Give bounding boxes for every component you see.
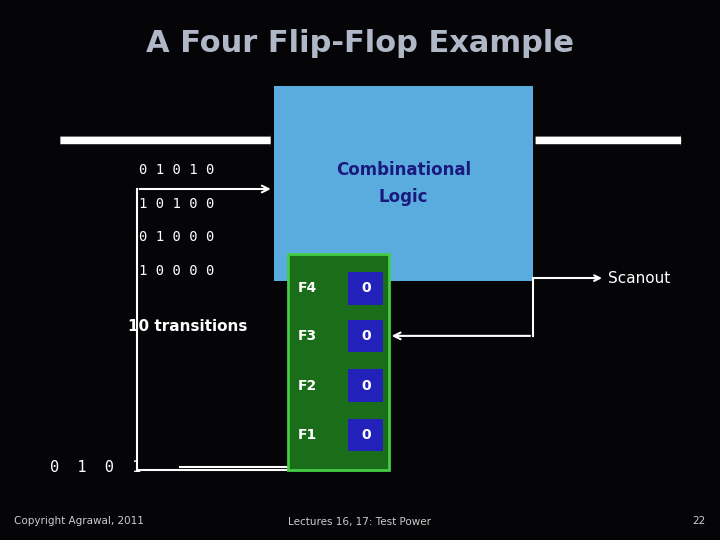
Text: 0: 0	[361, 281, 371, 295]
Text: F4: F4	[297, 281, 317, 295]
Text: A Four Flip-Flop Example: A Four Flip-Flop Example	[146, 29, 574, 58]
Bar	[288, 254, 389, 470]
Bar	[348, 369, 383, 402]
Text: 0: 0	[361, 329, 371, 343]
Text: 10 transitions: 10 transitions	[127, 319, 247, 334]
Text: 0: 0	[361, 428, 371, 442]
Text: 1 0 0 0 0: 1 0 0 0 0	[139, 264, 214, 278]
Text: 22: 22	[693, 516, 706, 526]
Text: Copyright Agrawal, 2011: Copyright Agrawal, 2011	[14, 516, 144, 526]
Text: 0  1  0  1: 0 1 0 1	[50, 460, 142, 475]
Bar	[274, 86, 533, 281]
Text: 1 0 1 0 0: 1 0 1 0 0	[139, 197, 214, 211]
Bar	[348, 320, 383, 352]
Text: F1: F1	[297, 428, 317, 442]
Text: F2: F2	[297, 379, 317, 393]
Text: Combinational
Logic: Combinational Logic	[336, 161, 471, 206]
Text: F3: F3	[297, 329, 317, 343]
Text: Scanout: Scanout	[608, 271, 670, 286]
Text: 0: 0	[361, 379, 371, 393]
Text: 0 1 0 1 0: 0 1 0 1 0	[139, 163, 214, 177]
Text: 0 1 0 0 0: 0 1 0 0 0	[139, 230, 214, 244]
Bar	[348, 272, 383, 305]
Bar	[348, 419, 383, 451]
Text: Lectures 16, 17: Test Power: Lectures 16, 17: Test Power	[289, 516, 431, 526]
